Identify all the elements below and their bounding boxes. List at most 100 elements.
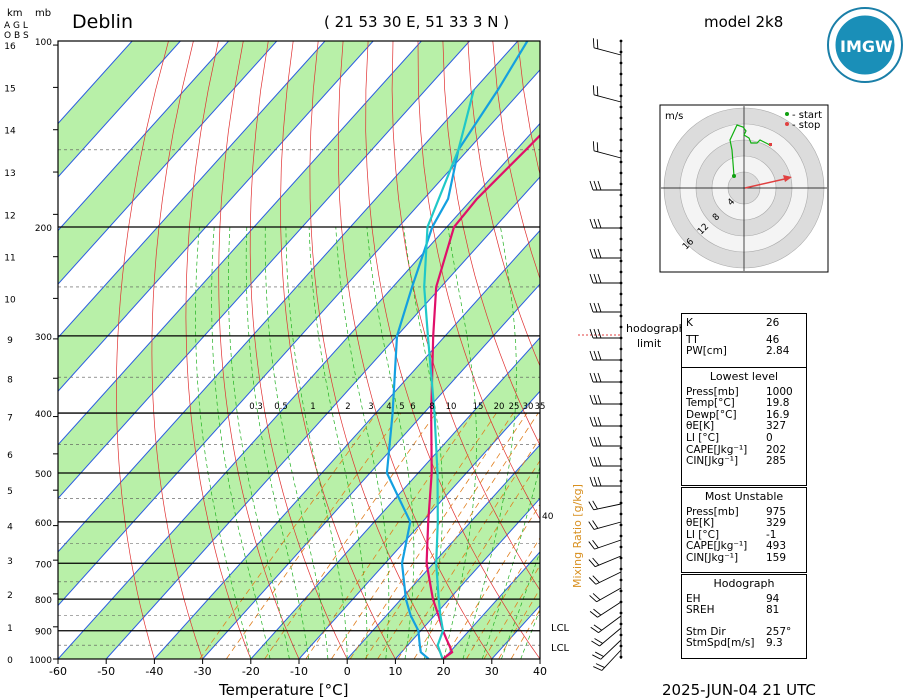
lowest-level-row-value: 16.9 [766, 408, 790, 421]
hodograph-box-row: Stm Dir 257° [682, 625, 806, 639]
barb-level-dot [619, 633, 623, 637]
lowest-level-row-value: 19.8 [766, 397, 790, 410]
barb-level-dot [619, 622, 623, 626]
x-tick-label: 30 [485, 665, 499, 678]
wind-barb [588, 539, 622, 550]
barb-level-dot [619, 534, 623, 538]
barb-level-dot [619, 435, 623, 439]
barb-level-dot [619, 303, 623, 307]
barb-level-dot [619, 391, 623, 395]
barb-level-dot [619, 116, 623, 120]
hodograph-box-row-value: 257° [766, 625, 792, 638]
hodograph-box-row-label: Stm Dir [686, 625, 726, 638]
hodograph-box-row: EH 94 [682, 593, 806, 606]
mixing-ratio-label: 3 [368, 402, 373, 412]
km-tick-label: 3 [7, 557, 13, 567]
wind-barb [589, 328, 621, 339]
barb-level-dot [619, 490, 623, 494]
wind-barb [589, 350, 621, 361]
km-tick-label: 5 [7, 487, 13, 497]
most-unstable-row-value: 493 [766, 540, 787, 553]
hodograph-ring-label: 8 [711, 212, 722, 223]
hodograph-ring-label: 4 [726, 197, 737, 208]
parcel-line [423, 89, 475, 659]
lowest-level-row-label: Temp[°C] [686, 397, 735, 410]
wind-barb [589, 587, 622, 603]
wind-barb [588, 500, 622, 511]
lowest-level-row-label: θE[K] [686, 420, 715, 433]
wind-barb [589, 302, 621, 313]
lowest-level-row-value: 202 [766, 443, 787, 456]
barb-level-dot [619, 270, 623, 274]
logo-text: IMGW [840, 37, 893, 56]
x-tick-label: 10 [388, 665, 402, 678]
pressure-tick-label: 400 [35, 410, 52, 420]
hodograph-box-row-value: 81 [766, 604, 780, 617]
isotherm-line [105, 176, 540, 659]
lowest-level-row: θE[K] 327 [682, 421, 806, 433]
most-unstable-row: LI [°C] -1 [682, 528, 806, 542]
wind-barb [589, 436, 621, 447]
x-tick-label: -30 [194, 665, 212, 678]
km-tick-label: 7 [7, 414, 13, 424]
wind-barb [589, 476, 621, 487]
model-label: model 2k8 [704, 13, 783, 31]
wind-barb [589, 456, 621, 467]
isotherm-line [58, 41, 278, 285]
wind-barb [589, 248, 621, 259]
moist-adiabat [308, 226, 368, 659]
station-title: Deblin [72, 11, 133, 33]
barb-level-dot [619, 446, 623, 450]
moist-adiabat [366, 226, 415, 659]
hodograph-trace [729, 124, 772, 177]
barb-level-dot [619, 578, 623, 582]
pressure-tick-label: 300 [35, 333, 52, 343]
moist-adiabat [285, 226, 348, 659]
isotherm-line [58, 41, 470, 500]
km-tick-label: 13 [4, 169, 15, 179]
hodograph-legend-start: - start [792, 110, 822, 121]
barb-level-dot [619, 479, 623, 483]
wind-barb [592, 141, 622, 159]
lowest-level-row: Temp[°C] 19.8 [682, 398, 806, 410]
moist-adiabat [403, 226, 444, 659]
mixing-ratio-40-label: 40 [542, 512, 554, 522]
most-unstable-row-label: LI [°C] [686, 528, 720, 541]
hodograph-stop-dot [769, 143, 772, 146]
km-tick-label: 15 [4, 84, 15, 94]
lowest-level-row: Press[mb] 1000 [682, 385, 806, 399]
wind-barb [589, 372, 621, 383]
isotherm-line [58, 41, 326, 339]
imgw-logo: IMGW [827, 7, 903, 83]
x-tick-label: -40 [145, 665, 163, 678]
barb-level-dot [619, 611, 623, 615]
x-tick-label: -10 [290, 665, 308, 678]
barb-level-dot [619, 182, 623, 186]
hodograph-limit-label-2: limit [637, 337, 662, 350]
mixing-ratio-label: 8 [429, 402, 434, 412]
wind-barb [593, 649, 622, 671]
pressure-tick-label: 200 [35, 224, 52, 234]
barb-level-dot [619, 171, 623, 175]
barb-level-dot [619, 259, 623, 263]
indices-panel: K 26 TT 46 PW[cm] 2.84 [681, 313, 807, 369]
barb-level-dot [619, 138, 623, 142]
isotherm-line [58, 122, 540, 659]
wind-barb [590, 615, 622, 634]
lcl-label-1: LCL [551, 623, 570, 634]
mixing-ratio-label: 25 [509, 402, 520, 412]
barb-level-dot [619, 589, 623, 593]
lowest-level-row-value: 1000 [766, 385, 793, 398]
barb-level-dot [619, 204, 623, 208]
pressure-tick-label: 1000 [29, 656, 52, 666]
isotherm-line [58, 41, 422, 446]
lowest-level-row-label: CIN[Jkg⁻¹] [686, 455, 739, 468]
pressure-tick-label: 600 [35, 519, 52, 529]
barb-level-dot [619, 39, 623, 43]
hodograph-stats-title: Hodograph [713, 577, 775, 590]
wind-barb [589, 273, 621, 284]
wind-barb [592, 38, 622, 56]
barb-level-dot [619, 644, 623, 648]
